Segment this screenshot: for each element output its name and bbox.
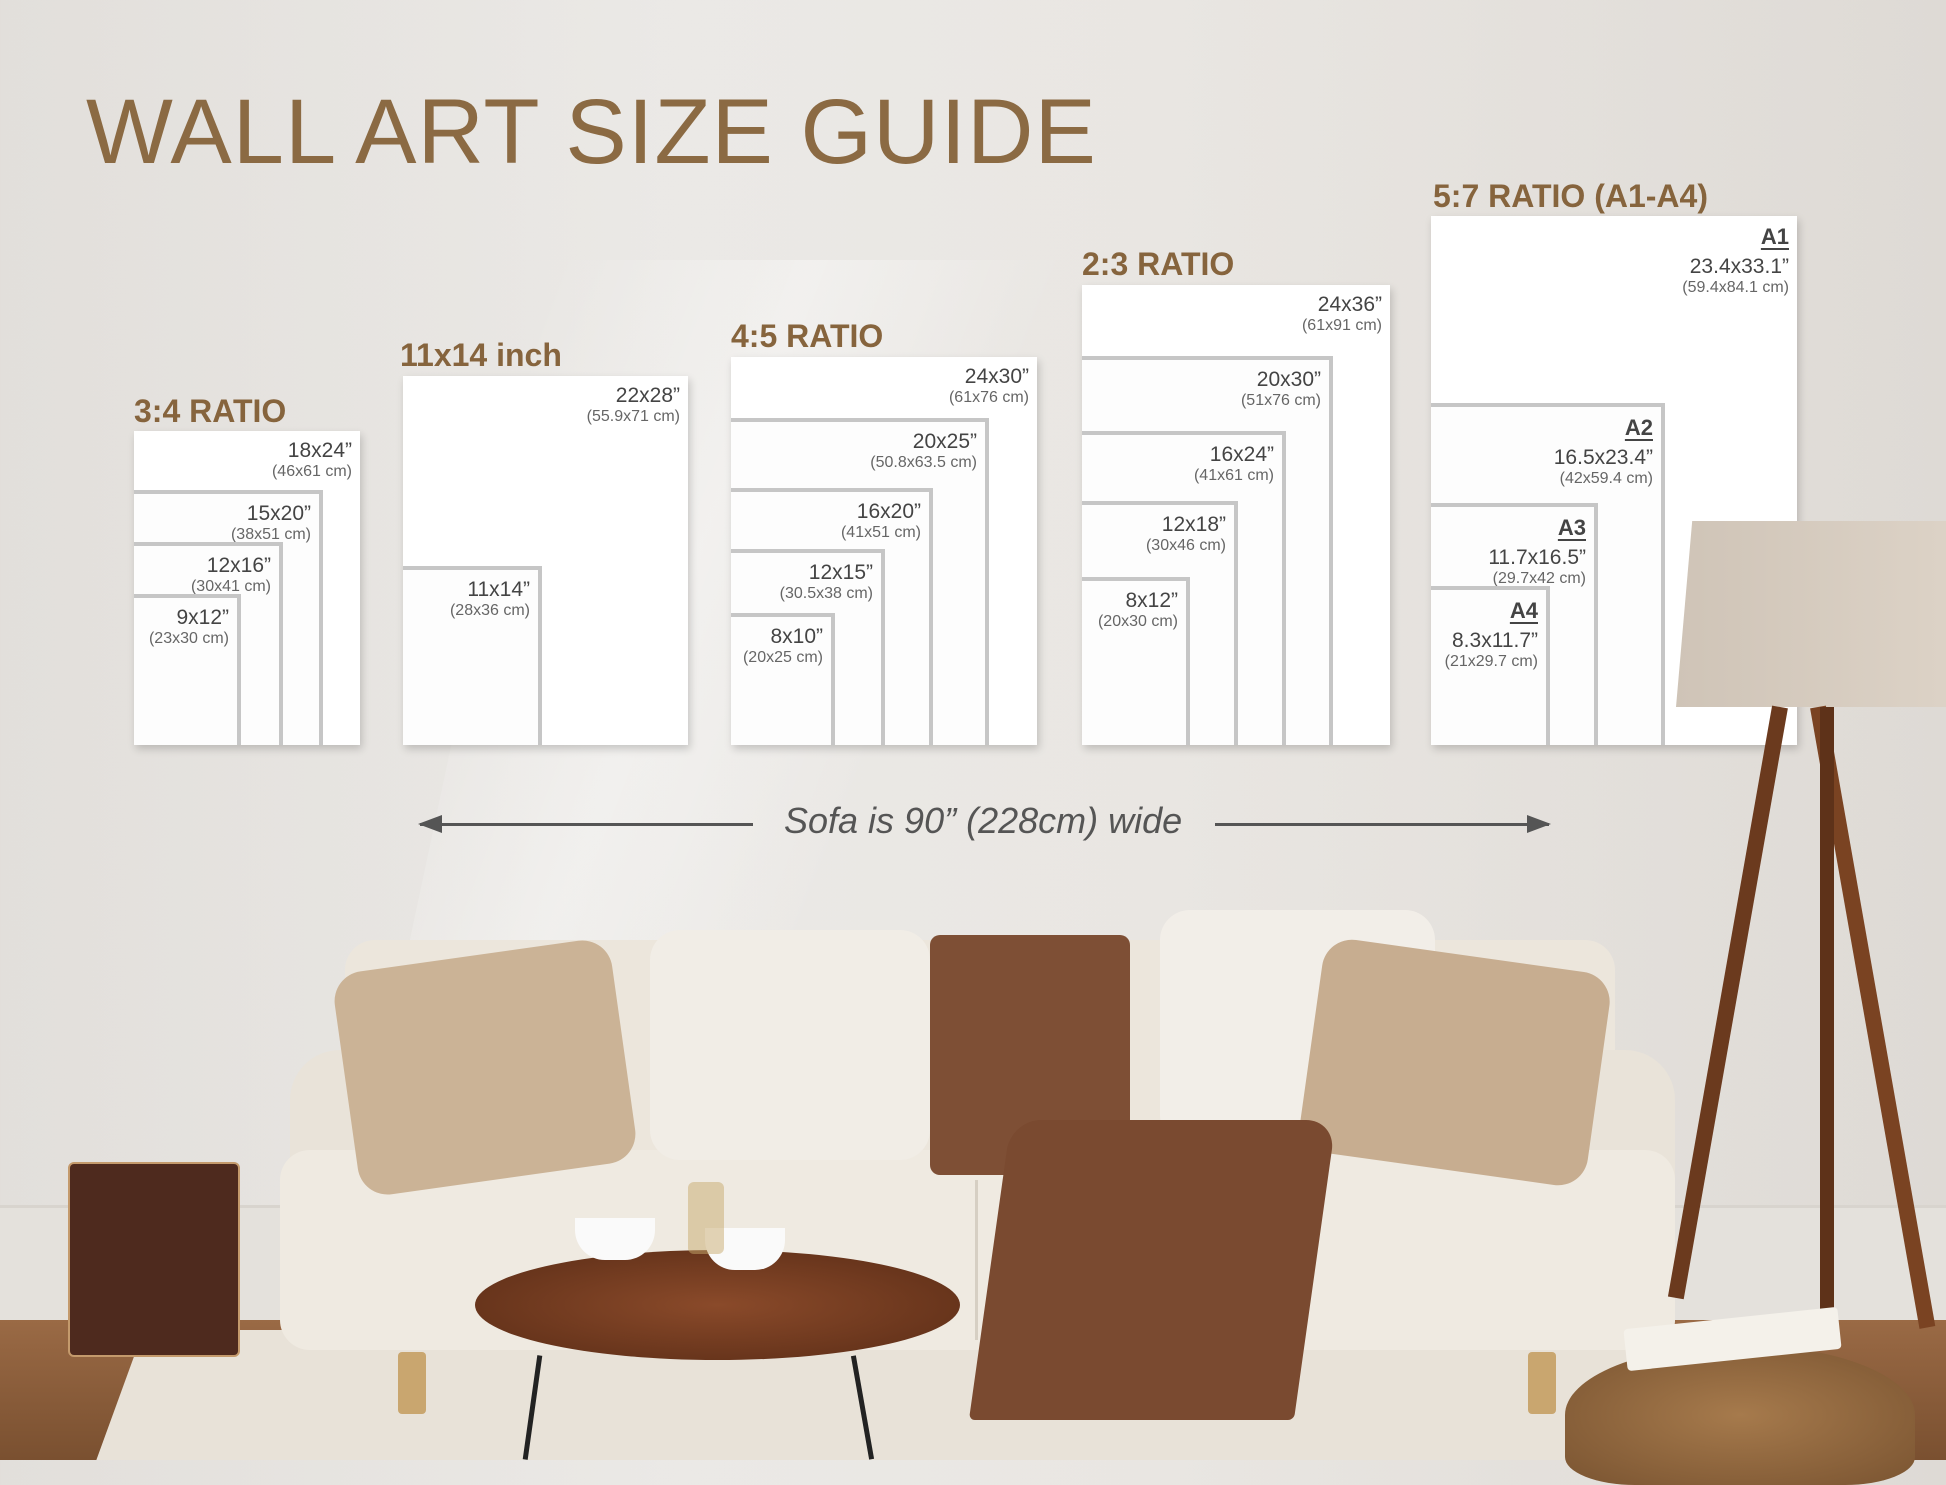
size-label: 12x18” (30x46 cm) (1146, 513, 1226, 556)
size-frame-group: 24x30” (61x76 cm) 20x25” (50.8x63.5 cm) 16x2… (731, 357, 1037, 745)
size-frame-group: A1 23.4x33.1” (59.4x84.1 cm) A2 16.5x23.4” (4… (1431, 216, 1797, 745)
size-label: 20x30” (51x76 cm) (1241, 368, 1321, 411)
paper-size-name: A3 (1557, 515, 1586, 540)
size-frame: 8x12” (20x30 cm) (1082, 577, 1190, 745)
size-inches: 8x10” (770, 625, 823, 648)
size-inches: 11.7x16.5” (1488, 546, 1586, 570)
size-frame-group: 22x28” (55.9x71 cm) 11x14” (28x36 cm) (403, 376, 688, 745)
size-label: 12x16” (30x41 cm) (191, 554, 271, 597)
size-label: 12x15” (30.5x38 cm) (780, 561, 873, 604)
size-label: 24x30” (61x76 cm) (949, 365, 1029, 408)
size-inches: 12x15” (808, 561, 873, 584)
size-cm: (30x46 cm) (1145, 537, 1226, 555)
size-cm: (51x76 cm) (1240, 392, 1321, 410)
size-label: 24x36” (61x91 cm) (1302, 293, 1382, 336)
size-inches: 12x16” (206, 554, 271, 577)
size-cm: (61x76 cm) (948, 389, 1029, 407)
size-label: 11x14” (28x36 cm) (450, 578, 530, 621)
ratio-label: 2:3 RATIO (1082, 246, 1235, 282)
size-frame: 11x14” (28x36 cm) (403, 566, 542, 745)
arrow-right-icon (1215, 815, 1551, 833)
size-inches: 12x18” (1161, 513, 1226, 536)
paper-size-name: A4 (1509, 598, 1538, 623)
size-cm: (28x36 cm) (449, 602, 530, 620)
paper-size-name: A2 (1624, 415, 1653, 440)
size-inches: 15x20” (246, 502, 311, 525)
size-inches: 8.3x11.7” (1452, 629, 1538, 653)
size-label: 18x24” (46x61 cm) (272, 439, 352, 482)
size-frame: 9x12” (23x30 cm) (134, 594, 241, 745)
size-inches: 16x24” (1209, 443, 1274, 466)
size-cm: (50.8x63.5 cm) (870, 454, 977, 472)
size-cm: (21x29.7 cm) (1444, 653, 1538, 671)
size-inches: 9x12” (176, 606, 229, 629)
size-cm: (23x30 cm) (148, 630, 229, 648)
size-label: 20x25” (50.8x63.5 cm) (870, 430, 977, 473)
size-inches: 18x24” (287, 439, 352, 462)
sofa-width-note: Sofa is 90” (228cm) wide (784, 800, 1183, 841)
size-frame-group: 24x36” (61x91 cm) 20x30” (51x76 cm) 16x24” (4… (1082, 285, 1390, 745)
ratio-label: 5:7 RATIO (A1-A4) (1433, 178, 1708, 214)
page-title: WALL ART SIZE GUIDE (86, 81, 1097, 183)
size-frame: A4 8.3x11.7” (21x29.7 cm) (1431, 586, 1550, 745)
size-frame: 8x10” (20x25 cm) (731, 613, 835, 745)
size-cm: (41x51 cm) (840, 524, 921, 542)
sofa-width-indicator: Sofa is 90” (228cm) wide (0, 800, 1946, 850)
size-label: 8x10” (20x25 cm) (743, 625, 823, 668)
size-cm: (29.7x42 cm) (1492, 570, 1586, 588)
size-frame-group: 18x24” (46x61 cm) 15x20” (38x51 cm) 12x16” (3… (134, 431, 360, 745)
size-inches: 16x20” (856, 500, 921, 523)
size-label: A3 11.7x16.5” (29.7x42 cm) (1488, 515, 1586, 589)
size-cm: (55.9x71 cm) (586, 408, 680, 426)
size-inches: 8x12” (1125, 589, 1178, 612)
size-label: 8x12” (20x30 cm) (1098, 589, 1178, 632)
size-cm: (46x61 cm) (271, 463, 352, 481)
size-label: A2 16.5x23.4” (42x59.4 cm) (1554, 415, 1653, 489)
size-inches: 20x30” (1256, 368, 1321, 391)
size-cm: (61x91 cm) (1301, 317, 1382, 335)
size-cm: (41x61 cm) (1193, 467, 1274, 485)
size-cm: (59.4x84.1 cm) (1682, 279, 1789, 297)
size-cm: (20x25 cm) (742, 649, 823, 667)
size-cm: (30.5x38 cm) (779, 585, 873, 603)
ratio-label: 4:5 RATIO (731, 318, 884, 354)
ratio-label: 3:4 RATIO (134, 393, 287, 429)
size-cm: (20x30 cm) (1097, 613, 1178, 631)
size-inches: 20x25” (912, 430, 977, 453)
size-inches: 24x36” (1317, 293, 1382, 316)
size-inches: 23.4x33.1” (1689, 255, 1789, 279)
size-label: 9x12” (23x30 cm) (149, 606, 229, 649)
ratio-label: 11x14 inch (400, 337, 562, 373)
arrow-left-icon (418, 815, 753, 833)
size-label: 16x20” (41x51 cm) (841, 500, 921, 543)
size-cm: (42x59.4 cm) (1559, 470, 1653, 488)
size-inches: 11x14” (467, 578, 530, 601)
size-cm: (38x51 cm) (230, 526, 311, 544)
size-label: 22x28” (55.9x71 cm) (587, 384, 680, 427)
paper-size-name: A1 (1760, 224, 1789, 249)
size-label: A4 8.3x11.7” (21x29.7 cm) (1445, 598, 1538, 672)
size-cm: (30x41 cm) (190, 578, 271, 596)
size-inches: 22x28” (615, 384, 680, 407)
size-inches: 16.5x23.4” (1553, 446, 1653, 470)
size-label: A1 23.4x33.1” (59.4x84.1 cm) (1682, 224, 1789, 298)
size-inches: 24x30” (964, 365, 1029, 388)
size-label: 15x20” (38x51 cm) (231, 502, 311, 545)
size-label: 16x24” (41x61 cm) (1194, 443, 1274, 486)
